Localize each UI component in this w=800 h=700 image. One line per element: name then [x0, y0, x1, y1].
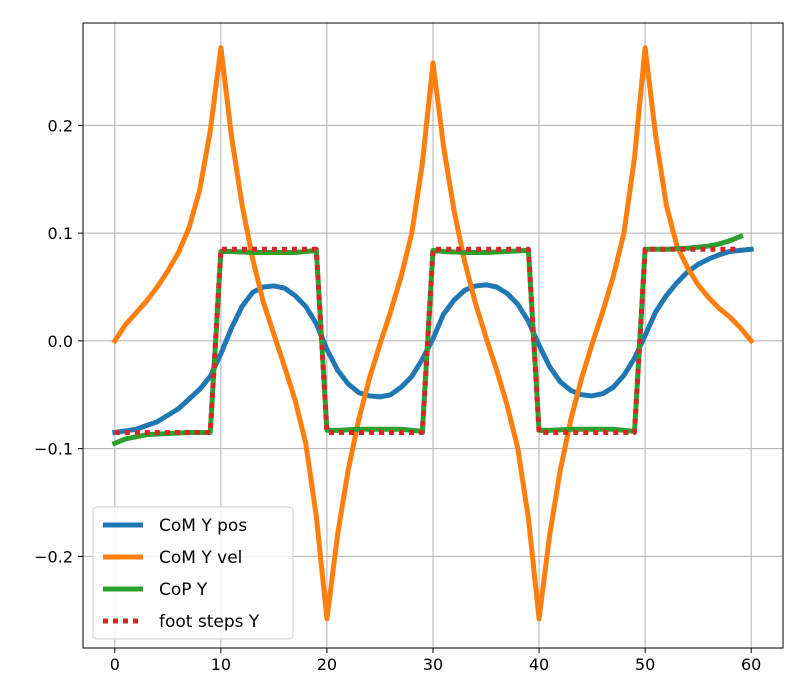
legend-label-com-y-vel: CoM Y vel — [159, 548, 242, 568]
x-tick-label: 30 — [423, 655, 443, 674]
legend: CoM Y pos CoM Y vel CoP Y foot steps Y — [92, 506, 294, 640]
y-tick-label: 0.1 — [48, 224, 73, 243]
legend-label-foot-steps-y: foot steps Y — [159, 612, 260, 632]
y-tick-label: −0.1 — [34, 440, 73, 459]
y-tick-label: 0.0 — [48, 332, 73, 351]
plot-lines — [111, 45, 755, 622]
series-line-com-y-vel — [111, 45, 755, 622]
series-line-cop-y — [111, 233, 744, 447]
y-tick-label: 0.2 — [48, 116, 73, 135]
legend-label-com-y-pos: CoM Y pos — [159, 516, 247, 536]
legend-label-cop-y: CoP Y — [159, 580, 208, 600]
x-tick-label: 10 — [211, 655, 231, 674]
x-tick-label: 0 — [110, 655, 120, 674]
x-tick-label: 60 — [741, 655, 761, 674]
series-line-com-y-pos — [111, 246, 754, 436]
x-tick-label: 40 — [529, 655, 549, 674]
legend-box — [92, 506, 294, 640]
x-tick-label: 50 — [635, 655, 655, 674]
y-tick-label: −0.2 — [34, 547, 73, 566]
series-line-foot-steps-y — [114, 246, 741, 435]
x-tick-label: 20 — [317, 655, 337, 674]
axis-ticks: 0 10 20 30 40 50 60 −0.2 −0.1 0.0 0.1 0.2 — [34, 116, 761, 674]
